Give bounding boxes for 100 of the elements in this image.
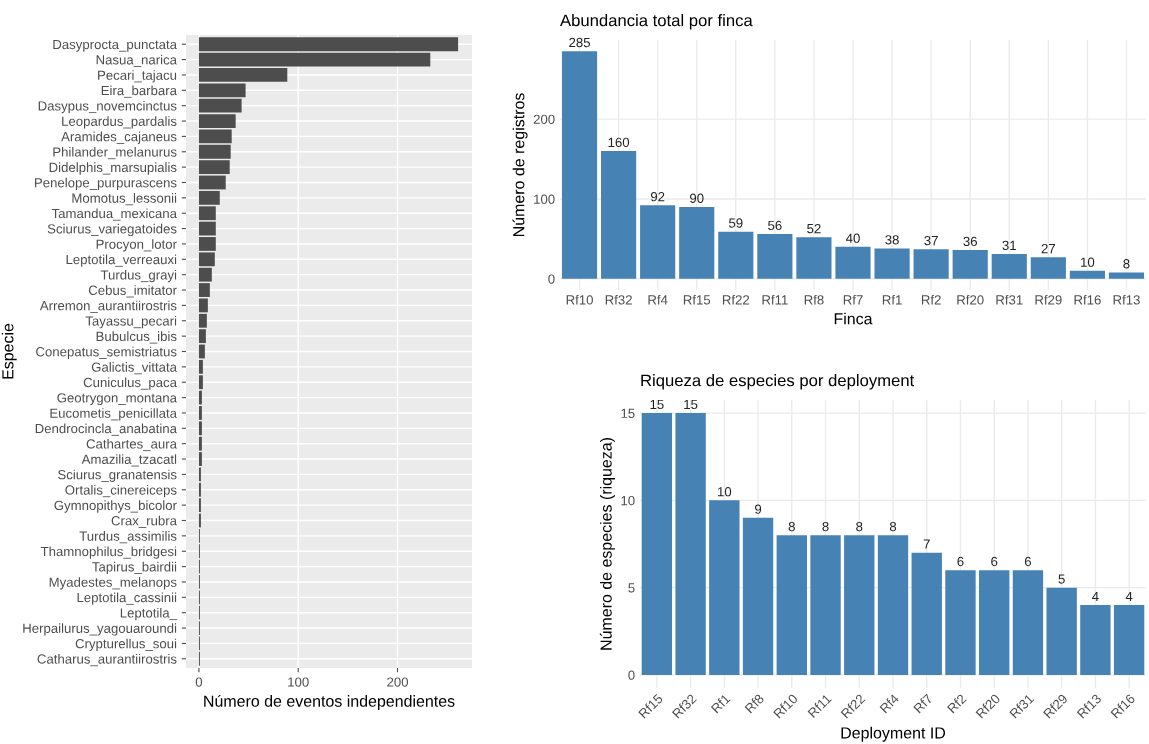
bar (877, 535, 909, 675)
bar (796, 237, 832, 279)
y-axis-title: Número de especies (riqueza) (599, 438, 615, 650)
y-tick-label: Dasypus_novemcinctus (38, 100, 177, 114)
y-tick-label: Tamandua_mexicana (51, 208, 177, 221)
x-tick-label: Rf31 (996, 294, 1023, 305)
data-label: 6 (957, 556, 964, 567)
chart-title: Abundancia total por finca (560, 14, 753, 30)
x-tick-label: Rf22 (722, 294, 750, 305)
y-tick-label: Crypturellus_soui (75, 638, 177, 651)
data-label: 10 (1081, 257, 1095, 267)
bar (709, 500, 740, 675)
data-label: 7 (923, 539, 930, 549)
y-tick-label: Conepatus_semistriatus (36, 346, 177, 360)
bar (991, 254, 1027, 279)
bar (198, 175, 226, 190)
data-label: 4 (1092, 591, 1099, 601)
x-tick-label: 200 (387, 677, 409, 687)
bar (675, 413, 706, 675)
y-tick-label: Penelope_purpurascens (35, 177, 177, 191)
y-tick-label: 0 (548, 274, 555, 284)
y-tick-label: 15 (621, 408, 635, 418)
bar (1030, 257, 1066, 279)
bar (1069, 270, 1105, 279)
data-label: 31 (1002, 240, 1016, 251)
y-tick-label: Herpailurus_yagouaroundi (23, 623, 177, 636)
y-tick-label: Cebus_imitator (88, 285, 177, 298)
x-tick-label: Rf32 (605, 294, 632, 305)
x-tick-label: Rf2 (946, 693, 967, 714)
data-label: 27 (1041, 243, 1056, 254)
bar (945, 570, 976, 675)
data-label: 37 (924, 235, 938, 246)
y-tick-label: Procyon_lotor (96, 239, 177, 252)
y-tick-label: Turdus_grayi (100, 269, 177, 283)
y-tick-label: Pecari_tajacu (98, 70, 177, 83)
y-tick-label: Leopardus_pardalis (62, 116, 177, 129)
bar (757, 234, 793, 279)
bar (1113, 605, 1145, 675)
y-tick-label: Catharus_aurantiirostris (37, 654, 177, 667)
data-label: 6 (991, 556, 998, 567)
y-tick-label: Galictis_vittata (91, 362, 177, 375)
data-label: 36 (963, 236, 977, 247)
data-label: 285 (569, 37, 590, 48)
y-tick-label: Eucometis_penicillata (50, 408, 177, 421)
bar (198, 344, 205, 359)
data-label: 15 (650, 399, 664, 410)
x-tick-label: Rf7 (912, 693, 934, 714)
data-label: 8 (822, 521, 829, 532)
y-tick-label: 10 (621, 495, 635, 506)
x-tick-label: Rf15 (683, 294, 711, 305)
y-tick-label: Arremon_aurantiirostris (39, 300, 177, 313)
x-tick-label: Rf29 (1035, 294, 1062, 305)
bar (844, 535, 875, 675)
x-tick-label: Rf8 (804, 294, 824, 305)
data-label: 15 (684, 399, 698, 410)
bar (979, 570, 1010, 675)
bar (679, 206, 715, 279)
y-tick-label: Philander_melanurus (53, 146, 177, 160)
x-tick-label: Rf7 (843, 294, 863, 305)
data-label: 6 (1024, 556, 1032, 567)
y-tick-label: Tayassu_pecari (85, 315, 177, 329)
x-tick-label: Rf1 (710, 693, 731, 714)
y-axis-title: Especie (1, 323, 17, 379)
y-tick-label: Eira_barbara (101, 85, 177, 98)
y-tick-label: Aramides_cajaneus (61, 131, 177, 144)
data-label: 4 (1125, 591, 1133, 601)
y-tick-label: 200 (533, 114, 555, 124)
data-label: 52 (807, 223, 821, 234)
y-tick-label: Turdus_assimilis (79, 531, 177, 544)
y-tick-label: Nasua_narica (96, 54, 177, 67)
bar (641, 413, 673, 675)
y-tick-label: Leptotila_cassinii (77, 592, 177, 605)
y-tick-label: Sciurus_granatensis (58, 469, 177, 482)
bar (911, 552, 942, 675)
bar (1012, 570, 1044, 675)
x-axis-title: Finca (834, 312, 873, 325)
y-tick-label: Gymnopithys_bicolor (54, 500, 177, 513)
data-label: 160 (608, 137, 630, 148)
x-tick-label: Rf10 (566, 294, 593, 305)
data-label: 8 (856, 521, 863, 532)
x-tick-label: Rf20 (957, 294, 984, 305)
x-axis-title: Número de eventos independientes (204, 694, 455, 710)
x-tick-label: Rf1 (882, 294, 902, 305)
chart-title: Riqueza de especies por deployment (641, 374, 915, 390)
data-label: 8 (788, 521, 795, 532)
data-label: 5 (1058, 574, 1065, 584)
y-tick-label: Momotus_lessonii (72, 193, 177, 206)
y-tick-label: Ortalis_cinereiceps (65, 485, 177, 498)
x-tick-label: 0 (195, 677, 203, 687)
y-tick-label: Cathartes_aura (86, 438, 177, 452)
x-tick-label: Rf4 (879, 693, 900, 714)
bar (1046, 587, 1077, 675)
bar (810, 535, 841, 675)
bar (561, 51, 598, 279)
bar (718, 231, 754, 279)
bar (952, 250, 988, 279)
data-label: 59 (728, 218, 743, 228)
bar (1108, 272, 1145, 279)
y-tick-label: Leptotila_ (120, 607, 178, 621)
y-tick-label: Cuniculus_paca (83, 377, 177, 390)
